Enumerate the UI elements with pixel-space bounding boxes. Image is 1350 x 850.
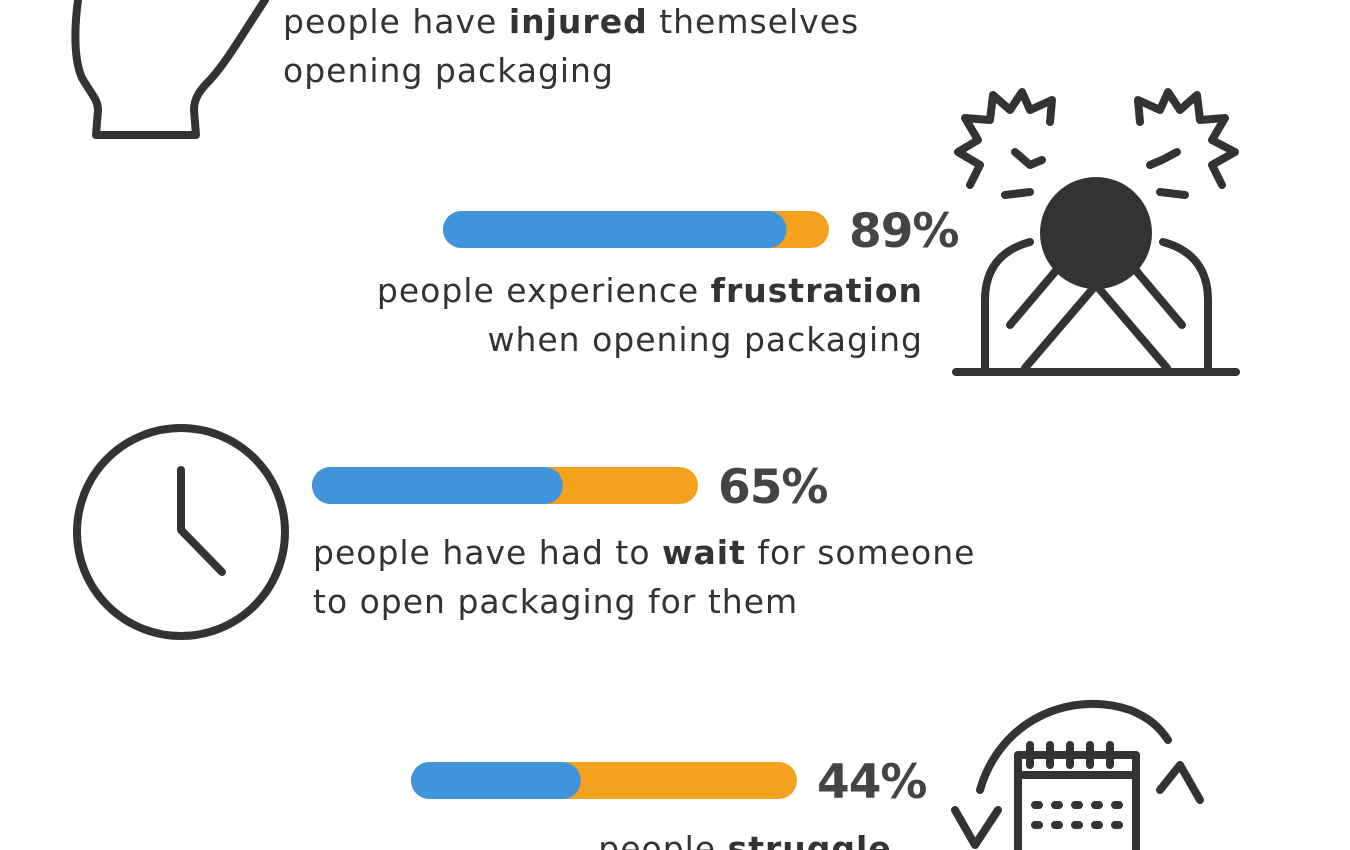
text-segment: people have (283, 2, 509, 41)
text-segment: people experience (377, 271, 711, 310)
emphasis: struggle (728, 829, 892, 850)
emphasis: wait (662, 533, 746, 572)
percent-label: 65% (718, 460, 828, 515)
description-line: opening packaging (283, 51, 614, 90)
frustration-icon (952, 88, 1240, 376)
text-segment: for someone (746, 533, 976, 572)
description-line: when opening packaging (487, 320, 923, 359)
hand-icon (71, 0, 269, 139)
percent-label: 89% (849, 204, 959, 259)
text-segment: themselves (648, 2, 859, 41)
description-line: people experience frustration (377, 271, 923, 310)
description-line: to open packaging for them (313, 582, 798, 621)
bar-fill (411, 762, 581, 799)
text-segment: people have had to (313, 533, 662, 572)
text-segment: opening packaging (283, 51, 614, 90)
bar-fill (312, 467, 563, 504)
bar-fill (443, 211, 787, 248)
text-segment: people (598, 829, 727, 850)
description-line: people have injured themselves (283, 2, 859, 41)
text-segment: to open packaging for them (313, 582, 798, 621)
emphasis: injured (509, 2, 648, 41)
percent-label: 44% (817, 755, 927, 810)
clock-icon (73, 424, 289, 640)
text-segment: when opening packaging (487, 320, 923, 359)
description-line: people have had to wait for someone (313, 533, 975, 572)
calendar-icon (951, 699, 1204, 850)
description-line: people struggle (598, 829, 891, 850)
emphasis: frustration (711, 271, 923, 310)
